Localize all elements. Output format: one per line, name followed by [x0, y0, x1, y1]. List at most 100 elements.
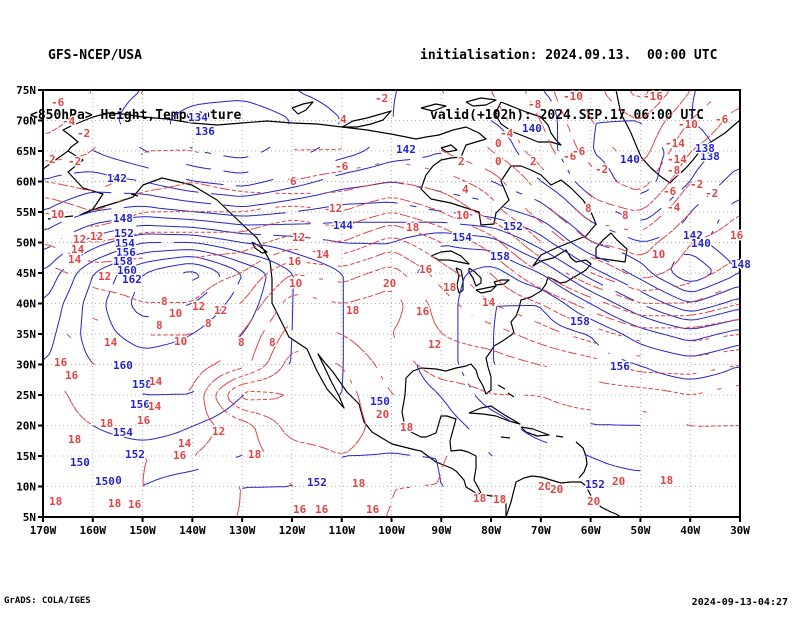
temp-contour-label: 10 [51, 208, 64, 221]
temp-contour-label: 18 [68, 433, 81, 446]
header-left: GFS-NCEP/USA <850hPa> Height,Temperature [30, 6, 241, 146]
temp-contour-label: 16 [288, 255, 302, 268]
temp-contour-label: -2 [375, 92, 388, 105]
temp-contour-label: -6 [663, 185, 677, 198]
height-contour-label: 158 [113, 255, 133, 268]
height-contour-label: 160 [117, 264, 137, 277]
height-contours [42, 89, 741, 489]
height-contour-label: 162 [122, 273, 142, 286]
temp-contour-label: -4 [667, 201, 681, 214]
height-contour-label: 158 [490, 250, 510, 263]
temp-contour-label: 2 [49, 153, 56, 166]
temp-contour-label: 20 [383, 277, 396, 290]
lon-tick-label: 150W [129, 524, 156, 537]
temp-contour-label: 18 [49, 495, 62, 508]
temp-contour-label: -6 [572, 145, 586, 158]
temp-contour-label: 18 [406, 221, 419, 234]
coastline [130, 193, 139, 197]
temp-contour-label: 2 [458, 155, 465, 168]
temp-contour-label: 14 [149, 375, 163, 388]
coastline [595, 232, 628, 263]
init-time-label: initialisation: 2024.09.13. 00:00 UTC [420, 48, 718, 63]
temp-contour-label: 16 [419, 263, 433, 276]
temp-contour-label: 12 [292, 231, 305, 244]
lon-tick-label: 140W [179, 524, 206, 537]
temp-contour-label: 14 [316, 248, 330, 261]
coastline [455, 267, 464, 294]
level-variable-title: <850hPa> Height,Temperature [30, 108, 242, 123]
coastline [468, 405, 521, 425]
temp-contour-label: 20 [612, 475, 625, 488]
coastline-layer [42, 89, 741, 518]
temp-contour-label: 10 [289, 277, 302, 290]
lon-tick-label: 100W [378, 524, 405, 537]
temp-contour-label: 6 [290, 175, 297, 188]
temp-contour-label: 18 [346, 304, 359, 317]
temp-contour-label: 16 [416, 305, 430, 318]
coastline [615, 89, 741, 184]
height-contour-label: 140 [691, 237, 711, 250]
temp-contour-label: 4 [340, 113, 347, 126]
height-contour-label: 154 [452, 231, 472, 244]
temp-contour-label: 18 [660, 474, 673, 487]
height-contour-label: 142 [396, 143, 416, 156]
lat-tick-label: 45N [16, 267, 36, 280]
temp-contour-label: 0 [495, 155, 502, 168]
temp-contour-label: -14 [665, 137, 685, 150]
temp-contour-label: -8 [667, 164, 680, 177]
coastline [440, 144, 458, 153]
temp-contour-label: 12 [214, 304, 227, 317]
lat-tick-label: 15N [16, 450, 36, 463]
coastline [430, 250, 470, 265]
lon-tick-label: 130W [229, 524, 256, 537]
coastline [420, 103, 447, 112]
temp-contour-label: -10 [678, 118, 698, 131]
lat-tick-label: 65N [16, 145, 36, 158]
temp-contour-label: 20 [376, 408, 389, 421]
model-title: GFS-NCEP/USA [48, 48, 142, 63]
temp-contour-label: -16 [643, 90, 663, 103]
temp-contour-label: 12 [90, 230, 103, 243]
height-contour-label: 140 [522, 122, 542, 135]
temp-contour-label: 12 [212, 425, 225, 438]
temp-contour-label: -6 [51, 96, 65, 109]
lon-tick-label: 80W [481, 524, 501, 537]
temp-contour-label: 8 [161, 295, 168, 308]
lat-tick-label: 10N [16, 481, 36, 494]
temp-contour-label: 16 [366, 503, 380, 516]
height-contour-label: 152 [307, 476, 327, 489]
height-contour-label: 148 [731, 258, 751, 271]
temp-contour-label: 10 [169, 307, 182, 320]
temp-contour-label: 18 [443, 281, 456, 294]
height-contour-label: 138 [695, 142, 715, 155]
lon-tick-label: 90W [431, 524, 451, 537]
temp-contour-label: 12 [73, 233, 86, 246]
height-contour-label: 152 [585, 478, 605, 491]
temp-contour-label: -2 [705, 187, 718, 200]
temp-contour-label: 18 [352, 477, 365, 490]
valid-time-label: valid(+102h): 2024.SEP.17 06:00 UTC [430, 108, 704, 123]
temp-contour-label: 16 [315, 503, 329, 516]
coastline [494, 101, 562, 146]
height-contour-label: 138 [700, 150, 720, 163]
lon-tick-label: 50W [630, 524, 650, 537]
temp-contour-label: 18 [493, 493, 506, 506]
temp-contour-label: 10 [174, 335, 187, 348]
height-contour-label: 144 [333, 219, 353, 232]
lon-tick-label: 30W [730, 524, 750, 537]
height-contour-label: 150 [95, 475, 115, 488]
height-contour-label: 156 [130, 398, 150, 411]
coastline [47, 217, 56, 220]
height-contour-label: 152 [503, 220, 523, 233]
height-contour-label: 160 [113, 359, 133, 372]
height-contour-label: 158 [570, 315, 590, 328]
lat-tick-label: 25N [16, 389, 36, 402]
height-contour-label: 150 [70, 456, 90, 469]
height-contour-label: 154 [115, 237, 135, 250]
height-contour-label: 154 [113, 426, 133, 439]
lat-tick-label: 55N [16, 206, 36, 219]
temp-contour-label: -4 [62, 115, 76, 128]
lat-tick-label: 50N [16, 237, 36, 250]
coastline [475, 285, 497, 294]
